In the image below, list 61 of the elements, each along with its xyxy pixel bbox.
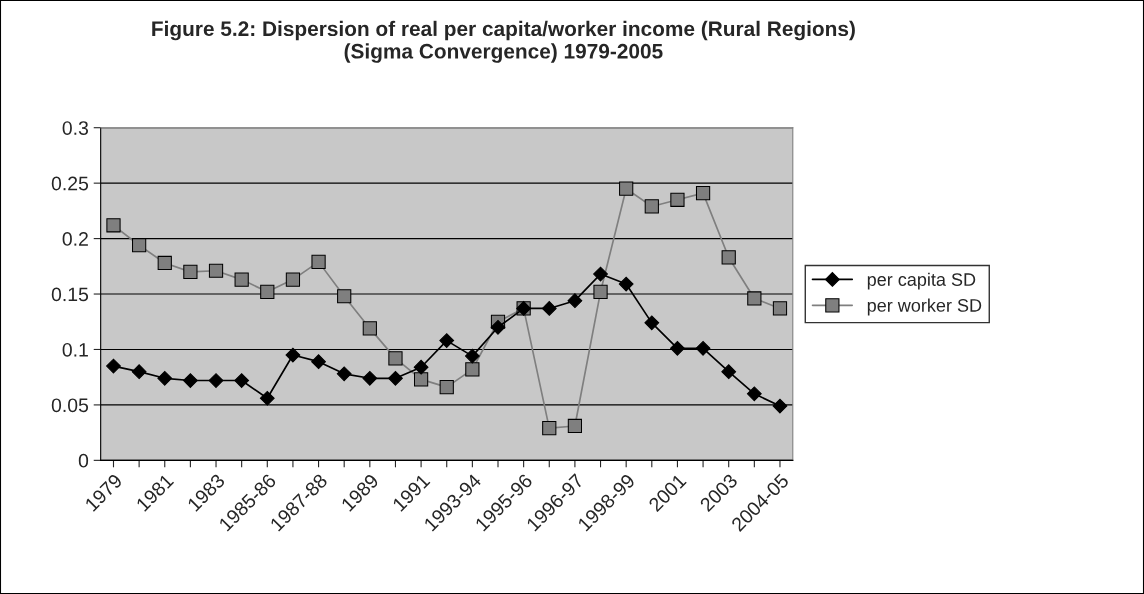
point (618, 276, 634, 292)
point (490, 319, 506, 335)
point (106, 358, 121, 374)
point (464, 348, 480, 364)
point (721, 250, 736, 265)
point (593, 284, 608, 299)
point (695, 340, 711, 356)
point (413, 372, 429, 387)
point (567, 293, 583, 309)
point (311, 254, 326, 269)
point (260, 284, 275, 299)
point (337, 289, 352, 304)
point (362, 321, 377, 336)
point (644, 199, 659, 214)
point (439, 380, 454, 395)
point (362, 370, 378, 386)
y-tick-label: 0.1 (62, 342, 88, 357)
legend-label: per capita SD (867, 272, 976, 290)
point (772, 301, 788, 316)
y-tick-label: 0 (78, 453, 89, 468)
point (413, 359, 429, 375)
point (234, 373, 250, 388)
y-tick-label: 0.3 (62, 121, 89, 135)
point (670, 192, 685, 207)
y-tick-label: 0.15 (51, 287, 89, 302)
point (465, 362, 480, 377)
point (567, 418, 583, 434)
point (208, 263, 224, 278)
y-tick-label: 0.25 (51, 176, 89, 191)
chart-title: Figure 5.2: Dispersion of real per capita/worker income (Rural Regions) (Sigma Convergence) 1979-2005 (152, 20, 855, 63)
point (388, 351, 403, 366)
point (285, 272, 301, 287)
point (336, 366, 352, 382)
point (388, 370, 403, 386)
point (285, 347, 301, 363)
legend-label: per worker SD (867, 298, 982, 316)
point (670, 340, 685, 356)
point (542, 421, 557, 436)
point (747, 291, 762, 306)
point (644, 315, 660, 331)
point (695, 186, 711, 201)
point (132, 238, 147, 253)
point (593, 266, 608, 282)
point (157, 370, 173, 386)
point (439, 333, 455, 348)
point (234, 272, 249, 287)
point (131, 364, 147, 380)
point (311, 354, 326, 370)
y-tick-label: 0.05 (51, 398, 89, 413)
point (259, 390, 275, 406)
point (772, 398, 788, 414)
point (746, 386, 762, 402)
point (183, 264, 198, 279)
point (619, 181, 634, 196)
point (106, 218, 121, 233)
point (541, 301, 557, 316)
point (183, 373, 198, 388)
point (208, 373, 224, 388)
point (721, 364, 737, 380)
point (157, 255, 172, 271)
y-tick-label: 0.2 (62, 232, 88, 246)
